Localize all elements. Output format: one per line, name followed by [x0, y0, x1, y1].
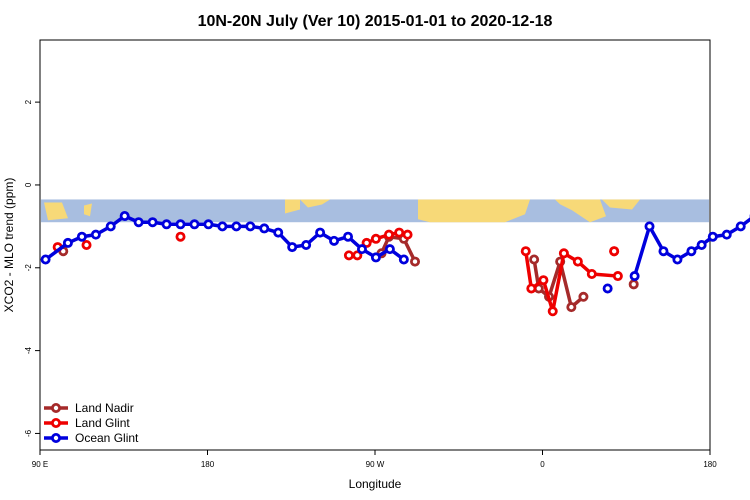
land-mass — [555, 199, 606, 223]
series-land-nadir — [58, 231, 639, 313]
legend-swatch-marker — [51, 402, 62, 413]
y-tick-label: -4 — [24, 347, 33, 355]
data-point — [175, 219, 186, 230]
series-land-glint — [52, 227, 623, 317]
legend-entry: Land Glint — [75, 416, 130, 430]
data-point — [602, 283, 613, 294]
data-point — [259, 223, 270, 234]
data-point — [629, 271, 640, 282]
land-mass — [84, 203, 92, 217]
y-tick-label: 0 — [24, 182, 33, 187]
legend-entry: Ocean Glint — [75, 431, 139, 445]
data-point — [76, 231, 87, 242]
legend-entry: Land Nadir — [75, 401, 134, 415]
data-point — [329, 235, 340, 246]
data-point — [231, 221, 242, 232]
data-point — [402, 229, 413, 240]
data-point — [609, 246, 620, 257]
data-point — [586, 268, 597, 279]
data-point — [343, 231, 354, 242]
land-mass — [602, 199, 640, 210]
land-mass — [285, 199, 300, 214]
y-tick-label: 2 — [24, 99, 33, 104]
y-axis: 2 0 -2 -4 -6 — [24, 99, 40, 437]
data-point — [147, 217, 158, 228]
data-point — [644, 221, 655, 232]
data-point — [301, 239, 312, 250]
data-point — [361, 237, 372, 248]
y-tick-label: -2 — [24, 264, 33, 272]
data-point — [273, 227, 284, 238]
y-tick-label: -6 — [24, 429, 33, 437]
data-point — [105, 221, 116, 232]
data-point — [315, 227, 326, 238]
data-point — [520, 246, 531, 257]
data-point — [370, 233, 381, 244]
data-point — [245, 221, 256, 232]
data-point — [356, 244, 367, 255]
data-point — [721, 229, 732, 240]
data-point — [707, 231, 718, 242]
data-point — [578, 291, 589, 302]
x-tick-label: 180 — [703, 460, 717, 469]
data-point — [410, 256, 421, 267]
data-point — [133, 217, 144, 228]
legend-swatch-marker — [51, 432, 62, 443]
x-tick-label: 90 E — [32, 460, 48, 469]
data-point — [203, 219, 214, 230]
x-axis: 90 E 180 90 W 0 180 — [32, 450, 717, 469]
data-point — [558, 248, 569, 259]
data-point — [62, 237, 73, 248]
data-point — [370, 252, 381, 263]
data-point — [398, 254, 409, 265]
data-point — [217, 221, 228, 232]
data-point — [696, 239, 707, 250]
data-point — [384, 244, 395, 255]
x-axis-label: Longitude — [349, 477, 402, 491]
data-point — [612, 271, 623, 282]
data-point — [352, 250, 363, 261]
data-point — [628, 279, 639, 290]
series-ocean-glint — [40, 211, 750, 294]
map-band — [41, 199, 709, 223]
data-point — [394, 227, 405, 238]
land-mass — [418, 199, 530, 223]
data-point — [383, 229, 394, 240]
data-point — [81, 239, 92, 250]
data-point — [529, 254, 540, 265]
data-point — [90, 229, 101, 240]
data-point — [572, 256, 583, 267]
data-point — [189, 219, 200, 230]
land-mass — [44, 202, 68, 221]
data-point — [538, 275, 549, 286]
data-point — [119, 211, 130, 222]
data-point — [287, 242, 298, 253]
chart-title: 10N-20N July (Ver 10) 2015-01-01 to 2020… — [198, 13, 553, 30]
data-point — [40, 254, 51, 265]
data-point — [658, 246, 669, 257]
plot-frame — [39, 39, 711, 451]
x-tick-label: 90 W — [366, 460, 385, 469]
data-point — [547, 306, 558, 317]
data-point — [161, 219, 172, 230]
data-point — [343, 250, 354, 261]
data-point — [175, 231, 186, 242]
series-line — [379, 234, 417, 263]
data-point — [526, 283, 537, 294]
data-point — [566, 302, 577, 313]
x-tick-label: 0 — [540, 460, 545, 469]
land-mass — [300, 199, 330, 208]
ocean-band — [41, 199, 709, 223]
y-axis-label: XCO2 - MLO trend (ppm) — [2, 178, 16, 313]
data-point — [735, 221, 746, 232]
data-point — [672, 254, 683, 265]
x-tick-label: 180 — [201, 460, 215, 469]
series-layer — [40, 211, 750, 317]
legend-swatch-marker — [51, 417, 62, 428]
data-point — [686, 246, 697, 257]
